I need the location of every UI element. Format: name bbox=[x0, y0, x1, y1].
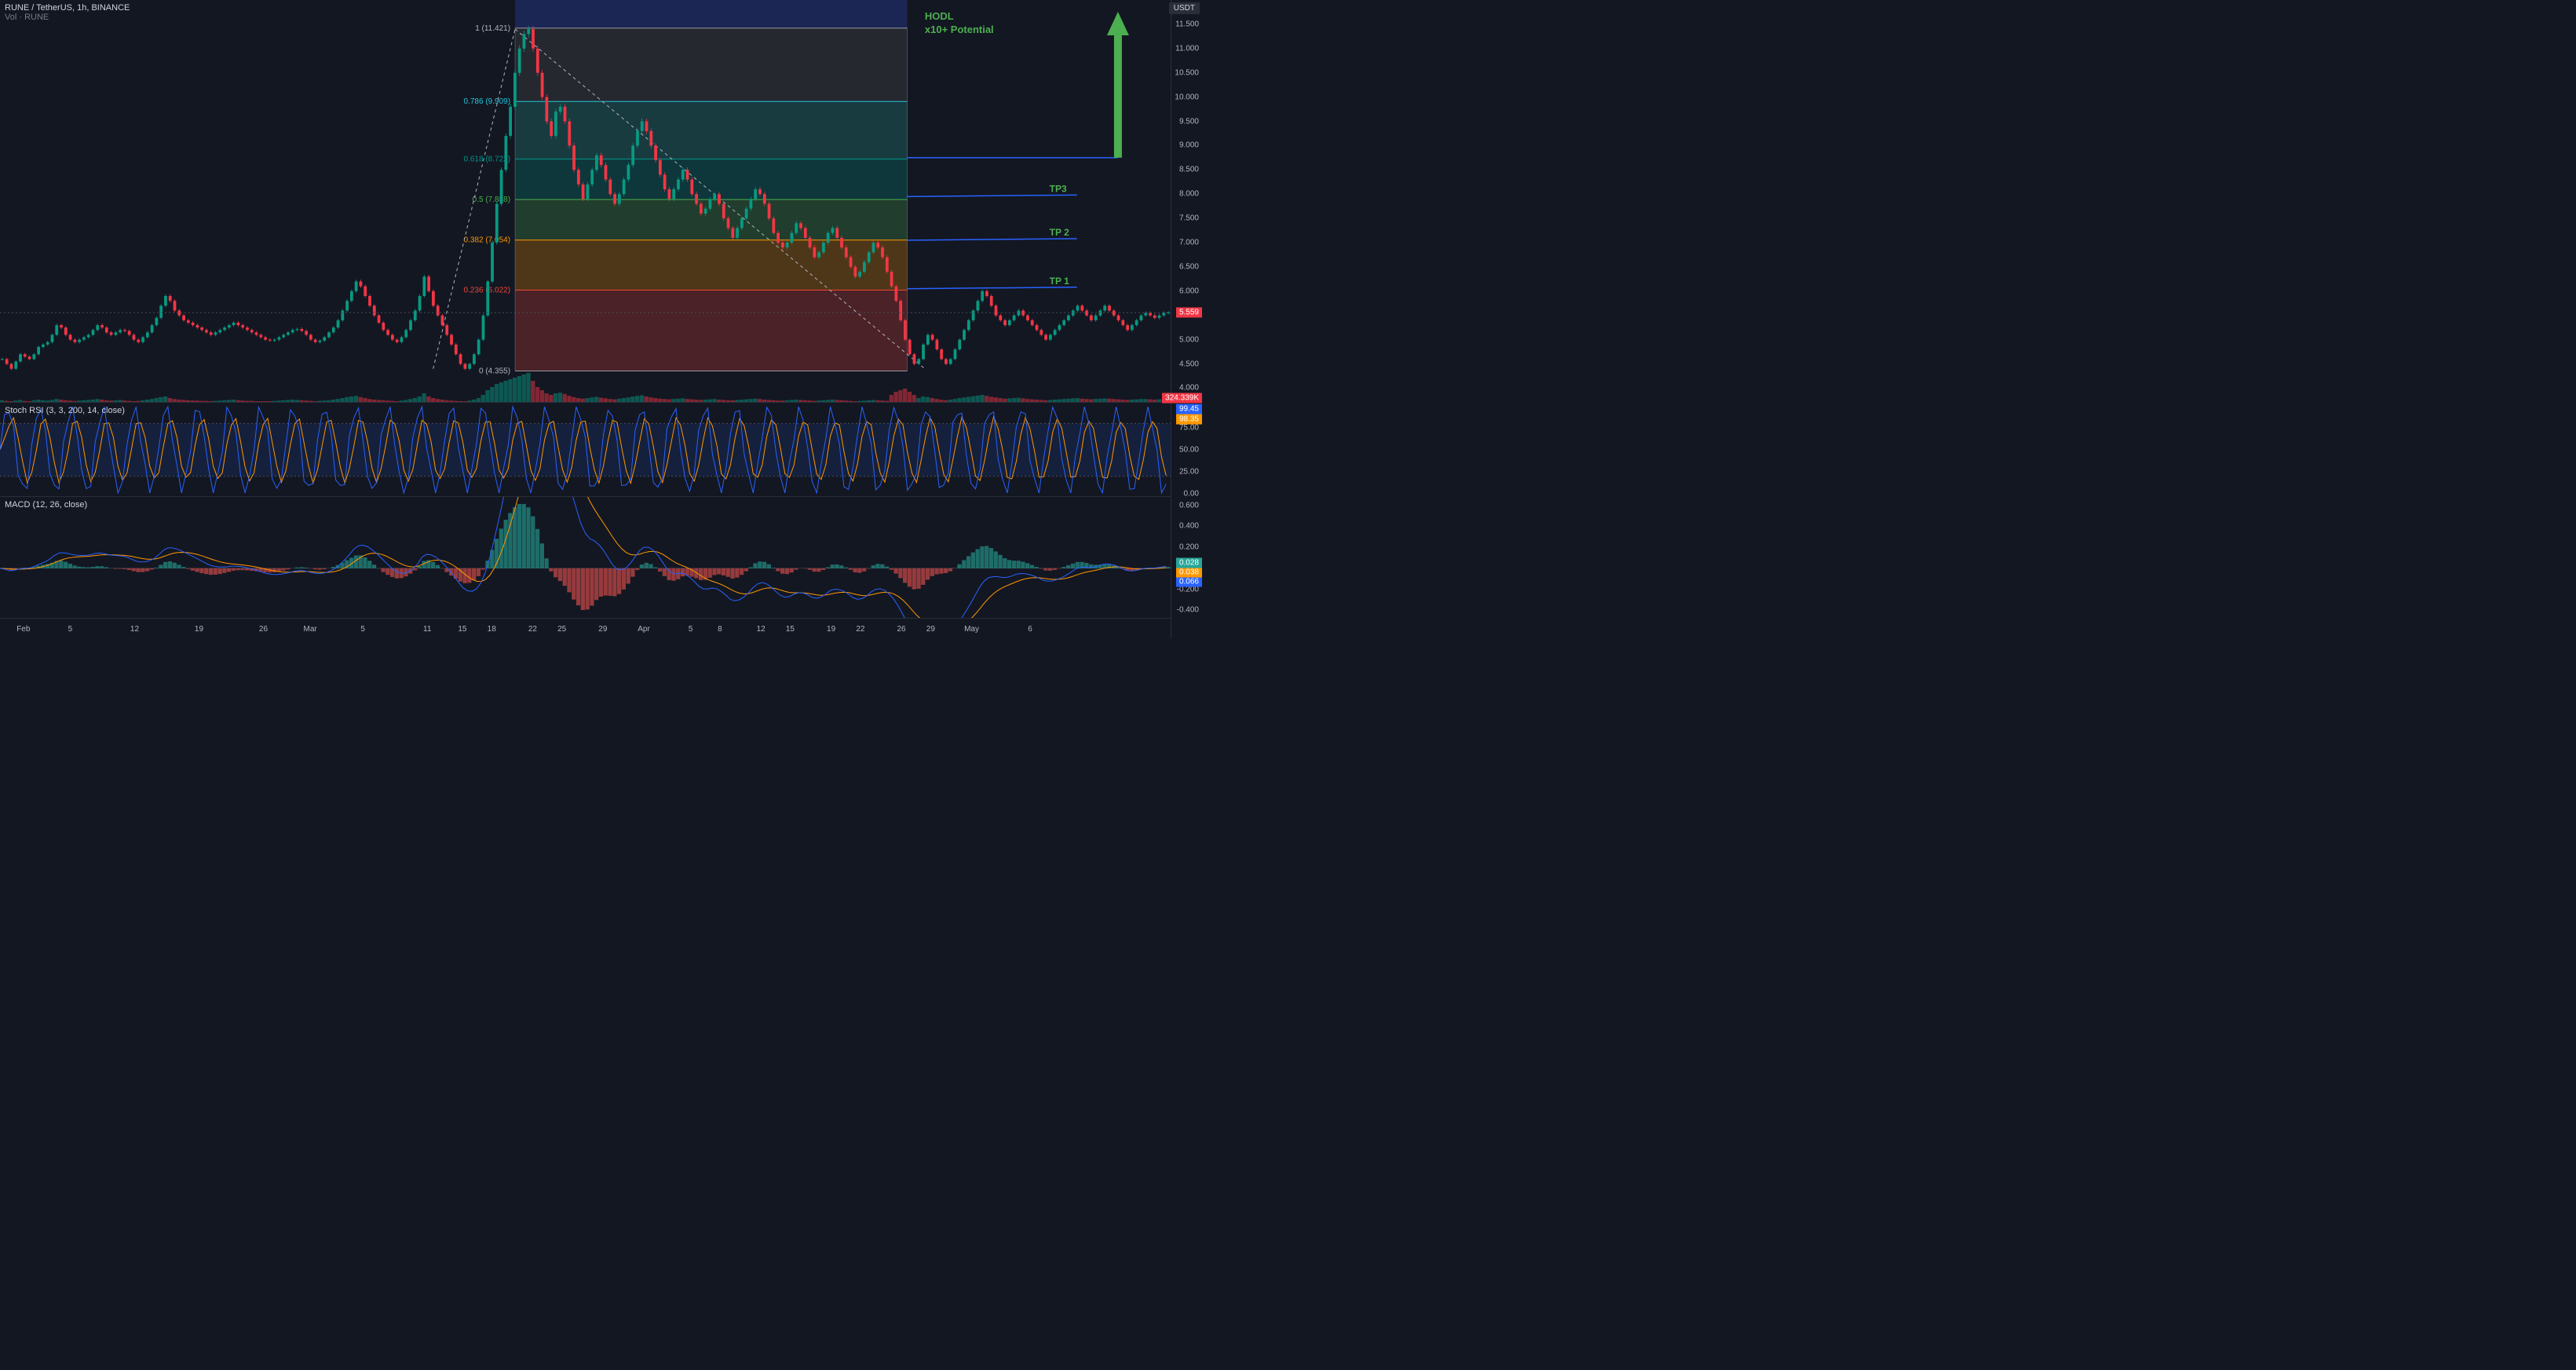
time-tick: Feb bbox=[16, 625, 30, 634]
time-axis: Feb 5 12 19 26 Mar 5 11 15 18 22 25 29 Apr 5 8 12 15 19 22 2… bbox=[0, 619, 1171, 638]
time-tick: 19 bbox=[195, 625, 203, 634]
time-tick: 26 bbox=[259, 625, 268, 634]
stoch-rsi-pane[interactable]: Stoch RSI (3, 3, 200, 14, close) bbox=[0, 403, 1171, 497]
stoch-plot bbox=[0, 403, 1171, 496]
time-tick: Apr bbox=[638, 625, 650, 634]
svg-text:TP3: TP3 bbox=[1050, 183, 1067, 194]
time-tick: 5 bbox=[68, 625, 73, 634]
time-tick: 19 bbox=[827, 625, 835, 634]
time-tick: 26 bbox=[897, 625, 906, 634]
chart-container: RUNE / TetherUS, 1h, BINANCE Vol · RUNE … bbox=[0, 0, 1202, 638]
time-tick: 8 bbox=[718, 625, 722, 634]
currency-badge: USDT bbox=[1169, 2, 1200, 14]
time-tick: 12 bbox=[130, 625, 139, 634]
time-tick: 29 bbox=[598, 625, 607, 634]
time-tick: 15 bbox=[786, 625, 795, 634]
svg-text:0.786 (9.909): 0.786 (9.909) bbox=[464, 97, 511, 106]
volume-tag: 324.339K bbox=[1162, 393, 1202, 404]
time-tick: Mar bbox=[303, 625, 316, 634]
stoch-title: Stoch RSI (3, 3, 200, 14, close) bbox=[5, 406, 125, 415]
svg-text:1 (11.421): 1 (11.421) bbox=[475, 24, 510, 33]
svg-text:HODL: HODL bbox=[925, 10, 954, 22]
time-tick: 6 bbox=[1028, 625, 1032, 634]
time-tick: 18 bbox=[488, 625, 496, 634]
svg-text:0.618 (8.722): 0.618 (8.722) bbox=[464, 155, 511, 164]
time-tick: May bbox=[964, 625, 979, 634]
time-tick: 12 bbox=[757, 625, 765, 634]
time-tick: 25 bbox=[557, 625, 566, 634]
svg-text:TP 1: TP 1 bbox=[1050, 276, 1069, 287]
svg-text:TP 2: TP 2 bbox=[1050, 227, 1069, 238]
macd-pane[interactable]: MACD (12, 26, close) bbox=[0, 497, 1171, 619]
price-axis[interactable]: USDT 4.0004.5005.0006.0006.5007.0007.500… bbox=[1171, 0, 1202, 638]
time-tick: 5 bbox=[360, 625, 365, 634]
time-tick: 22 bbox=[856, 625, 864, 634]
macd-title: MACD (12, 26, close) bbox=[5, 500, 87, 510]
time-tick: 15 bbox=[458, 625, 466, 634]
main-plot: 1 (11.421) 0.786 (9.909) 0.618 (8.722) 0.5 … bbox=[0, 0, 1171, 402]
macd-plot bbox=[0, 497, 1171, 618]
last-price-tag: 5.559 bbox=[1176, 308, 1202, 318]
svg-text:x10+ Potential: x10+ Potential bbox=[925, 24, 994, 35]
symbol-title: RUNE / TetherUS, 1h, BINANCE Vol · RUNE bbox=[5, 3, 130, 22]
svg-text:0 (4.355): 0 (4.355) bbox=[479, 367, 510, 376]
time-tick: 5 bbox=[689, 625, 693, 634]
svg-text:0.382 (7.054): 0.382 (7.054) bbox=[464, 236, 511, 245]
main-price-pane[interactable]: RUNE / TetherUS, 1h, BINANCE Vol · RUNE … bbox=[0, 0, 1171, 403]
time-tick: 22 bbox=[528, 625, 537, 634]
time-tick: 29 bbox=[926, 625, 935, 634]
time-tick: 11 bbox=[423, 625, 431, 634]
svg-text:0.5 (7.888): 0.5 (7.888) bbox=[473, 195, 510, 204]
